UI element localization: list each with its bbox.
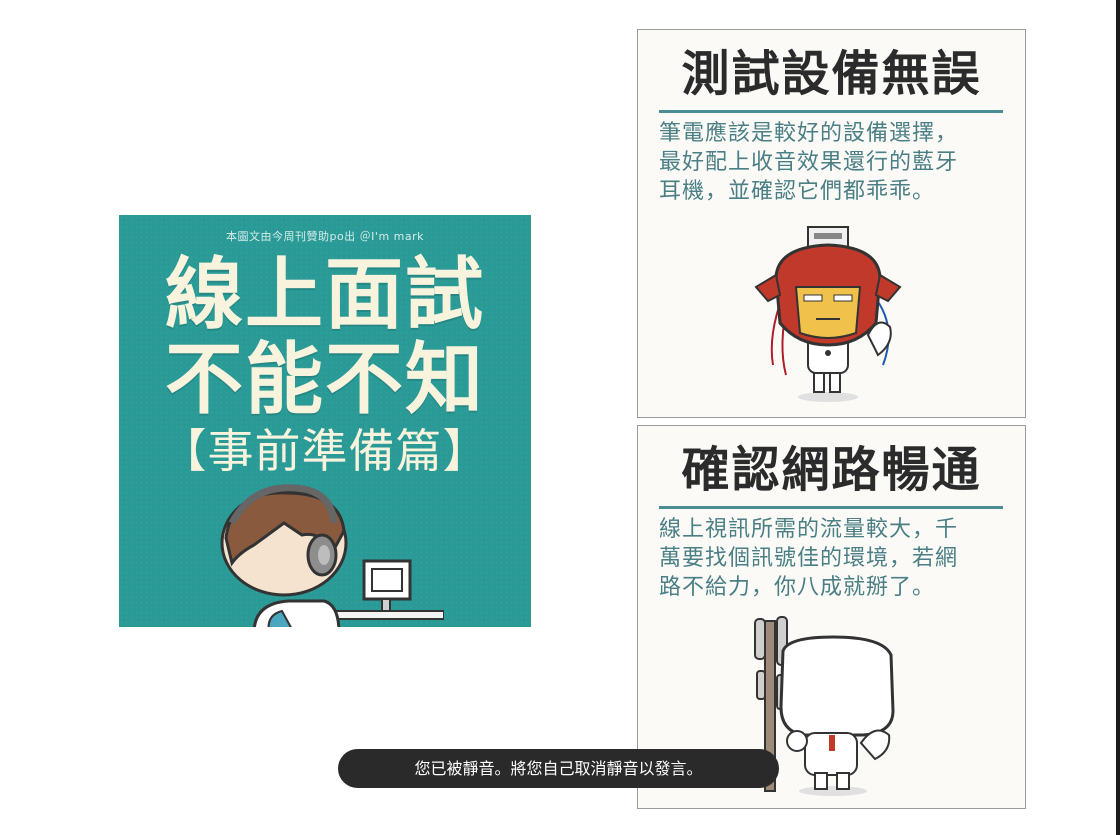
tip-card-body: 筆電應該是較好的設備選擇， 最好配上收音效果還行的藍牙 耳機，並確認它們都乖乖。 bbox=[659, 119, 1009, 206]
body-line: 筆電應該是較好的設備選擇， bbox=[659, 121, 959, 146]
tip-card-heading: 測試設備無誤 bbox=[681, 46, 982, 102]
headphone-person-illustration bbox=[220, 484, 444, 627]
cover-subtitle: 【事前準備篇】 bbox=[160, 424, 490, 478]
tip-card-check-network: 確認網路暢通 線上視訊所需的流量較大，千 萬要找個訊號佳的環境，若網 路不給力，… bbox=[637, 425, 1026, 809]
heading-underline bbox=[659, 110, 1003, 113]
body-line: 線上視訊所需的流量較大，千 bbox=[659, 517, 959, 542]
heading-underline bbox=[659, 506, 1003, 509]
body-line: 耳機，並確認它們都乖乖。 bbox=[659, 179, 936, 204]
body-line: 最好配上收音效果還行的藍牙 bbox=[659, 150, 959, 175]
cover-slide: 本圖文由今周刊贊助po出 ＠I'm mark 線上面試 不能不知 【事前準備篇】 bbox=[119, 215, 531, 627]
body-line: 萬要找個訊號佳的環境，若網 bbox=[659, 546, 959, 571]
iron-helmet-character-illustration bbox=[754, 226, 902, 402]
cover-title-line-2: 不能不知 bbox=[164, 335, 485, 425]
tip-card-body: 線上視訊所需的流量較大，千 萬要找個訊號佳的環境，若網 路不給力，你八成就掰了。 bbox=[659, 515, 1009, 602]
cover-credit: 本圖文由今周刊贊助po出 ＠I'm mark bbox=[225, 230, 425, 243]
tip-card-heading: 確認網路暢通 bbox=[681, 442, 982, 498]
body-line: 路不給力，你八成就掰了。 bbox=[659, 575, 936, 600]
tip-card-test-device: 測試設備無誤 筆電應該是較好的設備選擇， 最好配上收音效果還行的藍牙 耳機，並確… bbox=[637, 29, 1026, 418]
cover-title-line-1: 線上面試 bbox=[164, 250, 485, 340]
muted-notification-toast: 您已被靜音。將您自己取消靜音以發言。 bbox=[338, 749, 779, 788]
antenna-character-illustration bbox=[754, 616, 895, 796]
window-edge bbox=[1116, 0, 1120, 835]
